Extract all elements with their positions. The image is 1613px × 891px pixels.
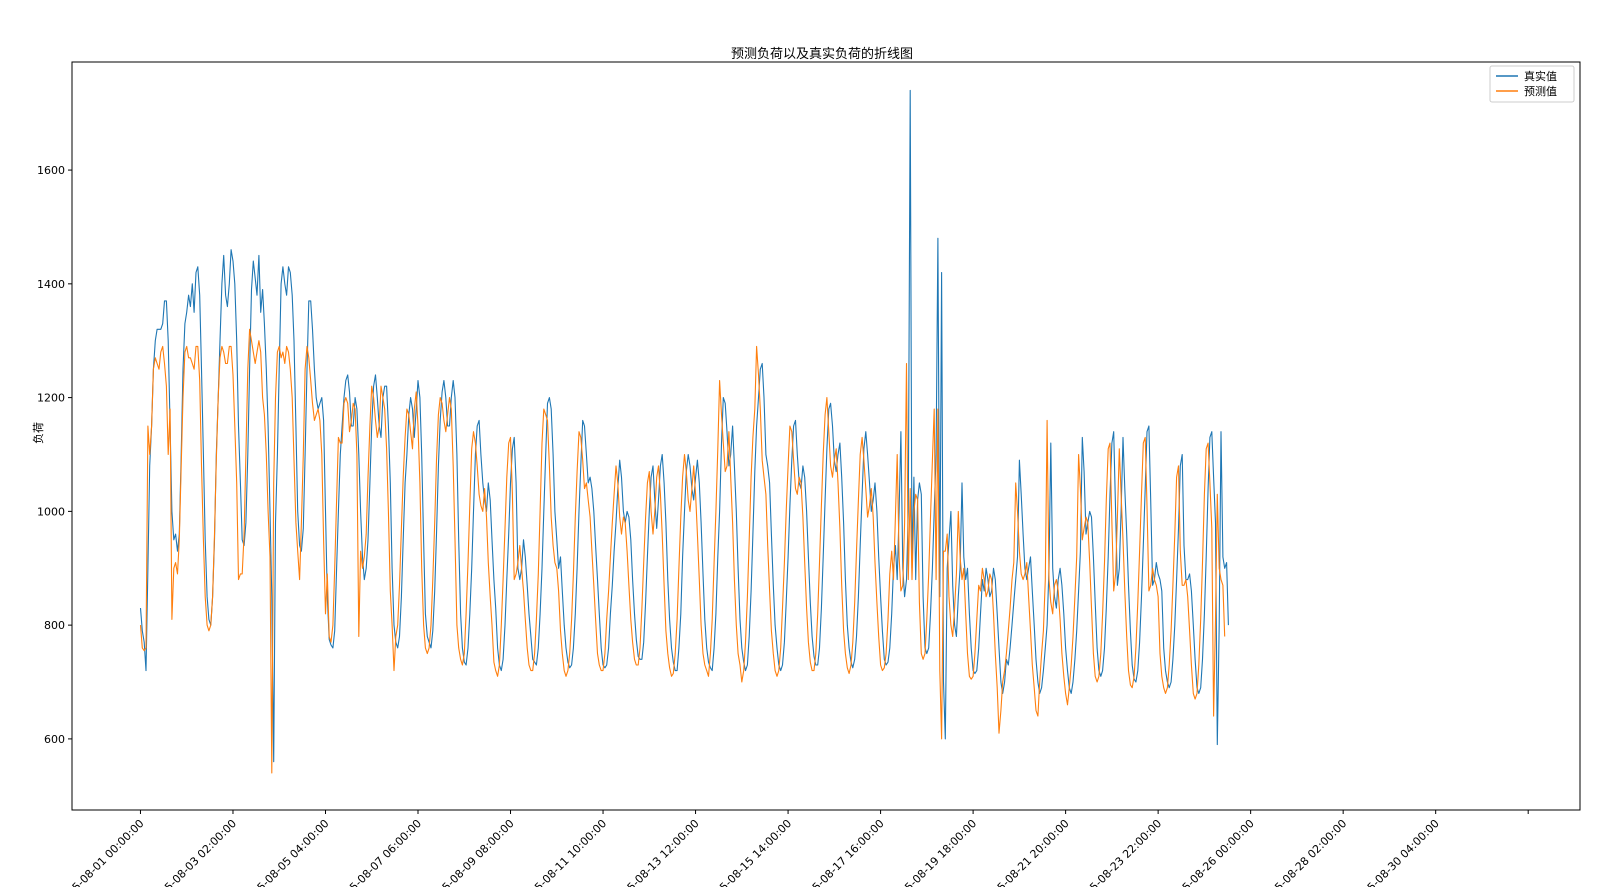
y-tick-label: 800 — [44, 619, 65, 632]
y-axis: 600 800 1000 1200 1400 1600 — [37, 164, 72, 746]
plot-area — [71, 61, 1581, 811]
x-tick-label: 2015-08-09 08:00:00 — [425, 817, 517, 887]
x-tick-label: 2015-08-01 00:00:00 — [55, 817, 147, 887]
chart-title: 预测负荷以及真实负荷的折线图 — [731, 46, 913, 62]
x-tick-label: 2015-08-07 06:00:00 — [332, 817, 424, 887]
legend-label: 预测值 — [1524, 85, 1557, 98]
x-tick-label: 2015-08-17 16:00:00 — [795, 817, 887, 887]
x-tick-label: 2015-08-23 22:00:00 — [1072, 817, 1164, 887]
x-tick-label: 2015-08-11 10:00:00 — [517, 817, 609, 887]
x-tick-label: 2015-08-26 00:00:00 — [1165, 817, 1257, 887]
y-tick-label: 1400 — [37, 278, 65, 291]
series-line-1 — [139, 328, 1226, 774]
x-tick-label: 2015-08-13 12:00:00 — [610, 817, 702, 887]
x-tick-label: 2015-08-21 20:00:00 — [980, 817, 1072, 887]
x-tick-label: 2015-08-15 14:00:00 — [702, 817, 794, 887]
x-tick-label: 2015-08-19 18:00:00 — [887, 817, 979, 887]
x-tick-label: 2015-08-28 02:00:00 — [1257, 817, 1349, 887]
y-axis-label: 负荷 — [31, 422, 45, 444]
plot-frame — [71, 61, 1581, 811]
x-tick-label: 2015-08-05 04:00:00 — [240, 817, 332, 887]
y-tick-label: 600 — [44, 733, 65, 746]
x-axis: 2015-08-01 00:00:00 2015-08-03 02:00:00 20… — [55, 810, 1529, 891]
series-line-0 — [139, 89, 1229, 763]
legend-label: 真实值 — [1524, 69, 1557, 83]
y-tick-label: 1600 — [37, 164, 65, 177]
y-tick-label: 1000 — [37, 505, 65, 518]
x-tick-label: 2015-08-30 04:00:00 — [1350, 817, 1442, 887]
y-tick-label: 1200 — [37, 392, 65, 405]
x-tick-label: 2015-08-03 02:00:00 — [147, 817, 239, 887]
series-group — [139, 89, 1229, 774]
legend-box — [1489, 65, 1575, 103]
